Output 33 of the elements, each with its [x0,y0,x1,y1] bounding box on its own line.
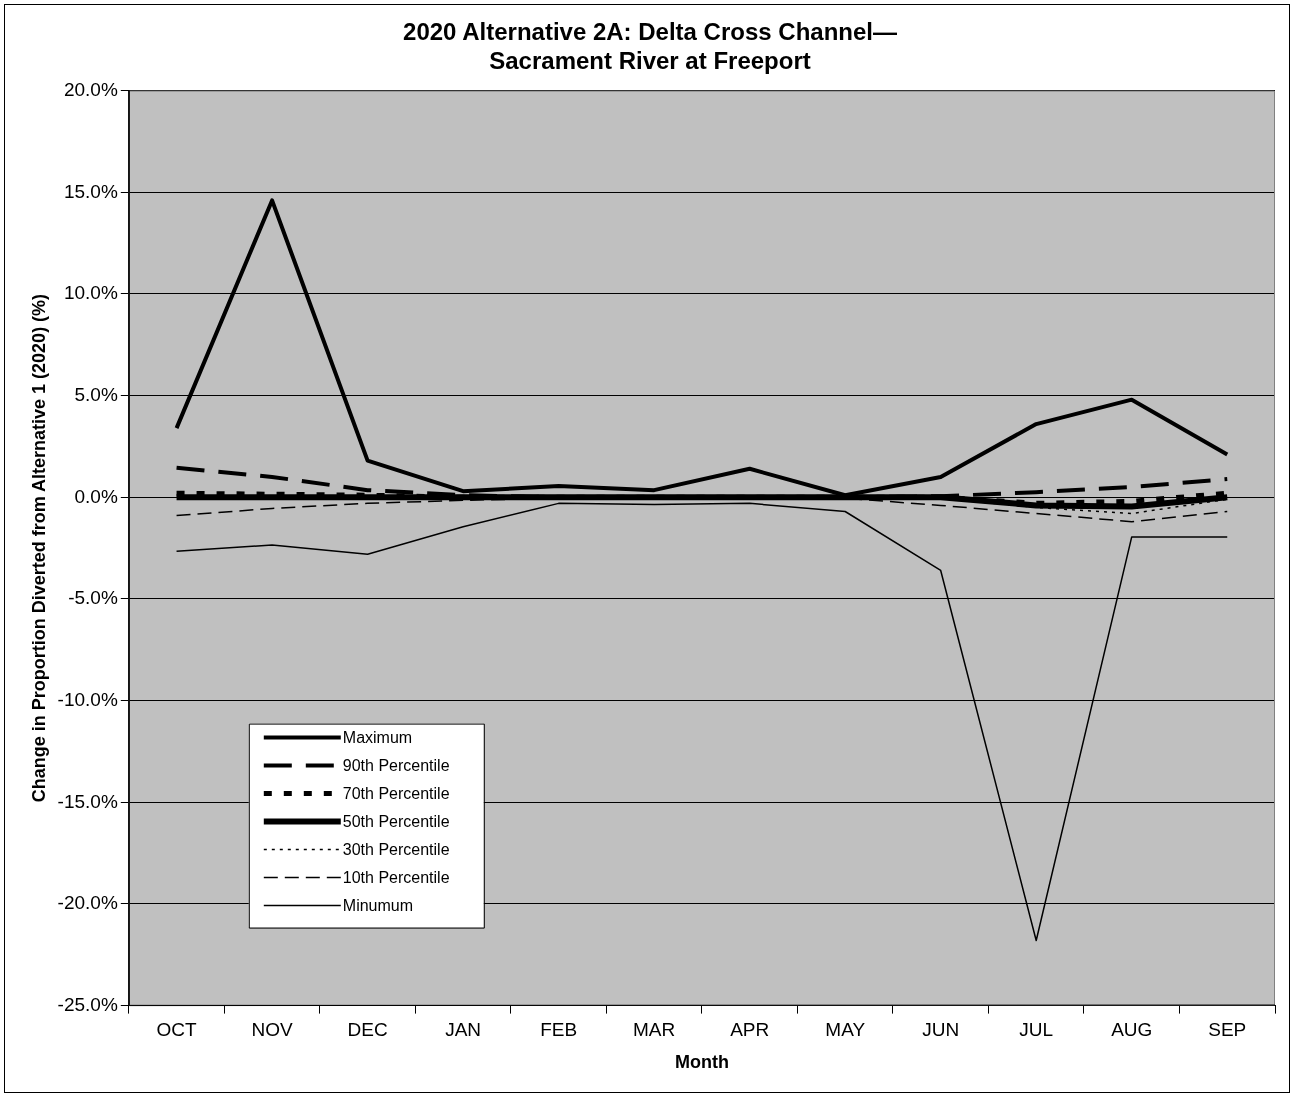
x-tick-label: SEP [1208,1019,1247,1041]
x-axis-title: Month [674,1052,729,1073]
x-tick-label: MAR [633,1019,676,1041]
x-tick-label: DEC [347,1019,388,1041]
y-tick-label: 5.0% [74,383,118,405]
x-tick-label: AUG [1111,1019,1153,1041]
legend-label: 10th Percentile [342,869,450,887]
y-tick-label: 10.0% [63,282,118,304]
x-tick-label: APR [730,1019,770,1041]
x-tick-label: OCT [156,1019,197,1041]
y-tick-label: -15.0% [57,790,118,812]
x-tick-label: JAN [445,1019,482,1041]
y-tick-label: 15.0% [63,180,118,202]
legend-label: Minumum [342,897,414,915]
y-tick-label: -25.0% [57,993,118,1015]
y-axis-title: Change in Proportion Diverted from Alternative 1 (2020) (%) [28,293,49,803]
legend-label: Maximum [342,729,413,747]
x-tick-label: MAY [825,1019,866,1041]
legend-label: 70th Percentile [342,785,450,803]
x-tick-label: FEB [540,1019,578,1041]
legend-label: 30th Percentile [342,841,450,859]
text: Sacrament River at Freeport [489,46,811,74]
y-tick-label: 20.0% [63,78,118,100]
x-tick-label: JUN [922,1019,960,1041]
y-tick-label: -5.0% [68,587,118,609]
legend-label: 90th Percentile [342,757,450,775]
legend-label: 50th Percentile [342,813,450,831]
x-tick-label: JUL [1019,1019,1054,1041]
y-tick-label: 0.0% [74,485,118,507]
text: 2020 Alternative 2A: Delta Cross Channel— [403,18,897,46]
x-tick-label: NOV [251,1019,293,1041]
y-tick-label: -10.0% [57,688,118,710]
y-tick-label: -20.0% [57,892,118,914]
